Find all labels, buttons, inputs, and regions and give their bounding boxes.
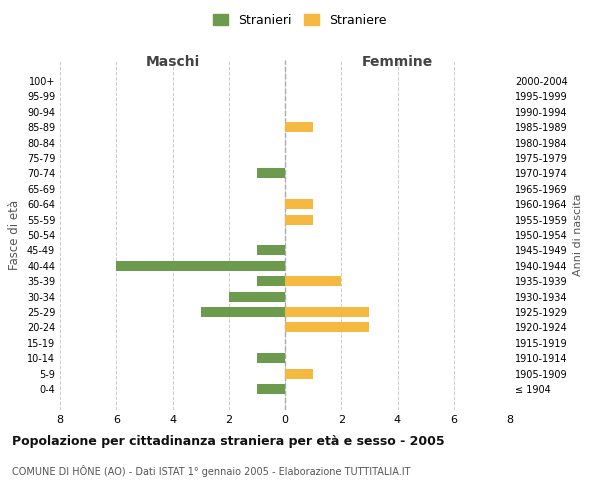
Text: COMUNE DI HÔNE (AO) - Dati ISTAT 1° gennaio 2005 - Elaborazione TUTTITALIA.IT: COMUNE DI HÔNE (AO) - Dati ISTAT 1° genn… (12, 465, 410, 477)
Bar (285, 199, 313, 209)
Bar (257, 168, 285, 178)
Bar (229, 292, 285, 302)
Bar (200, 307, 285, 317)
Bar (285, 214, 313, 224)
Text: Femmine: Femmine (362, 54, 433, 68)
Legend: Stranieri, Straniere: Stranieri, Straniere (208, 8, 392, 32)
Bar (285, 322, 370, 332)
Bar (285, 368, 313, 378)
Bar (285, 122, 313, 132)
Bar (257, 384, 285, 394)
Bar (257, 354, 285, 364)
Text: Popolazione per cittadinanza straniera per età e sesso - 2005: Popolazione per cittadinanza straniera p… (12, 435, 445, 448)
Bar (285, 307, 370, 317)
Bar (285, 276, 341, 286)
Text: Maschi: Maschi (145, 54, 200, 68)
Y-axis label: Fasce di età: Fasce di età (8, 200, 21, 270)
Bar (116, 261, 285, 271)
Bar (257, 246, 285, 256)
Bar (257, 276, 285, 286)
Y-axis label: Anni di nascita: Anni di nascita (573, 194, 583, 276)
